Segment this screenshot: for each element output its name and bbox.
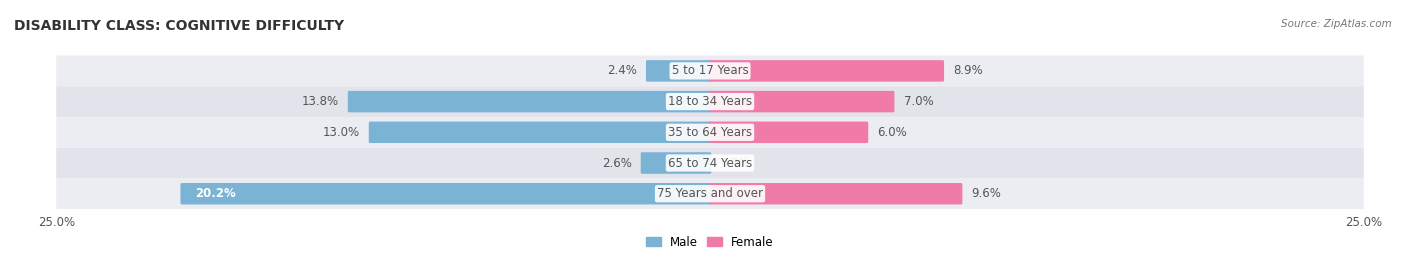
Text: 5 to 17 Years: 5 to 17 Years bbox=[672, 64, 748, 77]
Text: 13.0%: 13.0% bbox=[322, 126, 360, 139]
FancyBboxPatch shape bbox=[56, 178, 1364, 209]
FancyBboxPatch shape bbox=[368, 122, 711, 143]
Text: 2.6%: 2.6% bbox=[602, 157, 631, 170]
FancyBboxPatch shape bbox=[347, 91, 711, 112]
FancyBboxPatch shape bbox=[56, 148, 1364, 178]
FancyBboxPatch shape bbox=[709, 183, 962, 204]
Legend: Male, Female: Male, Female bbox=[647, 235, 773, 249]
Text: Source: ZipAtlas.com: Source: ZipAtlas.com bbox=[1281, 19, 1392, 29]
FancyBboxPatch shape bbox=[56, 56, 1364, 86]
FancyBboxPatch shape bbox=[709, 91, 894, 112]
FancyBboxPatch shape bbox=[56, 86, 1364, 117]
Text: 7.0%: 7.0% bbox=[904, 95, 934, 108]
Text: 9.6%: 9.6% bbox=[972, 187, 1001, 200]
Text: 75 Years and over: 75 Years and over bbox=[657, 187, 763, 200]
FancyBboxPatch shape bbox=[709, 60, 943, 82]
Text: 65 to 74 Years: 65 to 74 Years bbox=[668, 157, 752, 170]
FancyBboxPatch shape bbox=[709, 122, 869, 143]
Text: 8.9%: 8.9% bbox=[953, 64, 983, 77]
Text: DISABILITY CLASS: COGNITIVE DIFFICULTY: DISABILITY CLASS: COGNITIVE DIFFICULTY bbox=[14, 19, 344, 33]
Text: 0.0%: 0.0% bbox=[720, 157, 751, 170]
Text: 2.4%: 2.4% bbox=[607, 64, 637, 77]
Text: 13.8%: 13.8% bbox=[301, 95, 339, 108]
FancyBboxPatch shape bbox=[56, 117, 1364, 148]
FancyBboxPatch shape bbox=[645, 60, 711, 82]
FancyBboxPatch shape bbox=[641, 152, 711, 174]
Text: 6.0%: 6.0% bbox=[877, 126, 907, 139]
Text: 35 to 64 Years: 35 to 64 Years bbox=[668, 126, 752, 139]
Text: 20.2%: 20.2% bbox=[195, 187, 236, 200]
FancyBboxPatch shape bbox=[180, 183, 711, 204]
Text: 18 to 34 Years: 18 to 34 Years bbox=[668, 95, 752, 108]
